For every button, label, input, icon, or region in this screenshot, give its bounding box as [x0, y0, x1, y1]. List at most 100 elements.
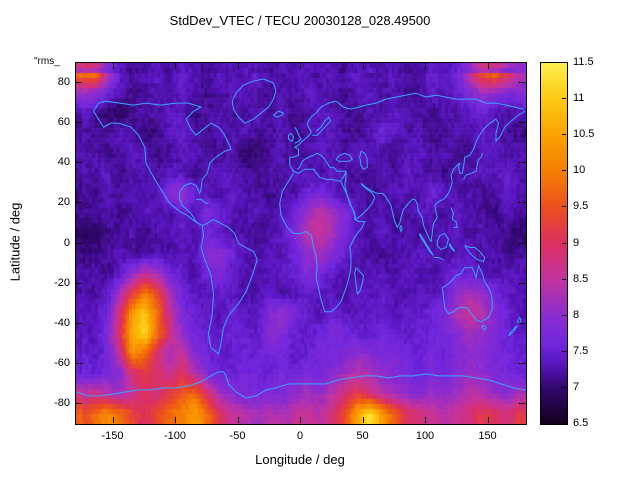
colorbar-tick-label: 9 [573, 236, 580, 249]
y-tick-mark [76, 323, 82, 324]
coastlines-overlay [76, 63, 526, 424]
coastline-path [434, 258, 444, 260]
x-tick-mark [238, 417, 239, 423]
colorbar-tick-label: 8 [573, 308, 580, 321]
y-tick-mark [76, 122, 82, 123]
y-tick-mark [519, 202, 525, 203]
x-tick-mark [113, 63, 114, 69]
y-tick-label: 80 [57, 76, 70, 89]
coastline-path [517, 318, 521, 324]
colorbar-tick-mark [562, 170, 566, 171]
coastline-path [345, 111, 525, 241]
coastline-path [355, 268, 364, 294]
x-tick-label: 0 [296, 430, 304, 442]
x-tick-label: -50 [229, 430, 246, 442]
colorbar-tick-label: 6.5 [573, 417, 589, 429]
y-tick-label: -60 [54, 356, 70, 369]
x-tick-label: -100 [163, 430, 187, 442]
y-tick-label: 40 [57, 156, 70, 169]
coastline-path [295, 127, 301, 143]
y-tick-mark [519, 82, 525, 83]
y-tick-mark [76, 243, 82, 244]
coastline-path [274, 111, 284, 117]
y-tick-mark [519, 162, 525, 163]
coastline-path [465, 246, 485, 262]
y-tick-label: 20 [57, 196, 70, 209]
coastline-path [451, 207, 457, 227]
y-tick-mark [519, 403, 525, 404]
y-axis-title: Latitude / deg [7, 202, 23, 282]
y-tick-label: -20 [54, 276, 70, 289]
y-tick-label: 60 [57, 116, 70, 129]
colorbar-tick-mark [562, 351, 566, 352]
heatmap-canvas [76, 63, 526, 424]
colorbar-tick-label: 9.5 [573, 200, 589, 213]
colorbar-tick-mark [562, 423, 566, 424]
coastline-path [232, 79, 276, 123]
x-tick-mark [175, 63, 176, 69]
coastline-path [420, 233, 434, 255]
x-tick-mark [363, 63, 364, 69]
colorbar-tick-mark [562, 279, 566, 280]
coastline-path [94, 111, 258, 354]
colorbar-tick-label: 10 [573, 164, 586, 177]
map-plot-area [75, 62, 527, 425]
coastline-path [280, 173, 365, 311]
y-tick-mark [519, 363, 525, 364]
colorbar-tick-label: 10.5 [573, 128, 595, 141]
coastline-path [290, 101, 346, 181]
x-axis-title: Longitude / deg [255, 452, 345, 467]
colorbar-tick-label: 7 [573, 380, 580, 393]
coastline-path [450, 244, 455, 252]
coastline-path [312, 117, 331, 135]
y-tick-label: -80 [54, 396, 70, 409]
colorbar-tick-mark [562, 206, 566, 207]
x-tick-mark [425, 417, 426, 423]
x-tick-label: 50 [356, 430, 369, 442]
y-tick-mark [76, 202, 82, 203]
x-tick-label: 150 [478, 430, 497, 442]
y-tick-mark [76, 162, 82, 163]
colorbar-tick-label: 8.5 [573, 272, 589, 285]
x-tick-mark [175, 417, 176, 423]
x-tick-mark [488, 417, 489, 423]
coastline-path [289, 133, 294, 141]
coastline-path [336, 93, 524, 109]
x-tick-mark [363, 417, 364, 423]
y-tick-mark [519, 323, 525, 324]
y-tick-label: 0 [63, 236, 70, 249]
x-tick-mark [300, 63, 301, 69]
x-tick-label: -150 [101, 430, 124, 442]
colorbar-tick-label: 7.5 [573, 344, 589, 357]
x-tick-mark [300, 417, 301, 423]
y-tick-mark [519, 283, 525, 284]
colorbar-tick-mark [562, 387, 566, 388]
y-tick-label: -40 [54, 316, 70, 329]
coastline-path [464, 153, 483, 179]
x-tick-mark [113, 417, 114, 423]
coastline-path [509, 326, 518, 336]
y-tick-mark [76, 82, 82, 83]
coastline-path [442, 266, 492, 322]
coastline-path [400, 225, 403, 231]
colorbar-tick-label: 11 [573, 92, 585, 105]
colorbar-tick-mark [562, 315, 566, 316]
key-label: "rms_ [34, 56, 60, 67]
colorbar-tick-mark [562, 243, 566, 244]
x-tick-label: 100 [415, 430, 435, 442]
coastline-path [482, 326, 486, 330]
colorbar-tick-label: 11.5 [573, 56, 594, 68]
y-tick-mark [76, 403, 82, 404]
coastline-path [196, 199, 209, 203]
y-tick-mark [519, 122, 525, 123]
coastline-path [76, 372, 526, 398]
colorbar-tick-mark [562, 62, 566, 63]
coastline-path [336, 153, 352, 161]
chart-title: StdDev_VTEC / TECU 20030128_028.49500 [169, 13, 431, 28]
colorbar-tick-mark [562, 134, 566, 135]
colorbar-tick-mark [562, 98, 566, 99]
y-tick-mark [519, 243, 525, 244]
x-tick-mark [238, 63, 239, 69]
coastline-path [437, 233, 448, 249]
